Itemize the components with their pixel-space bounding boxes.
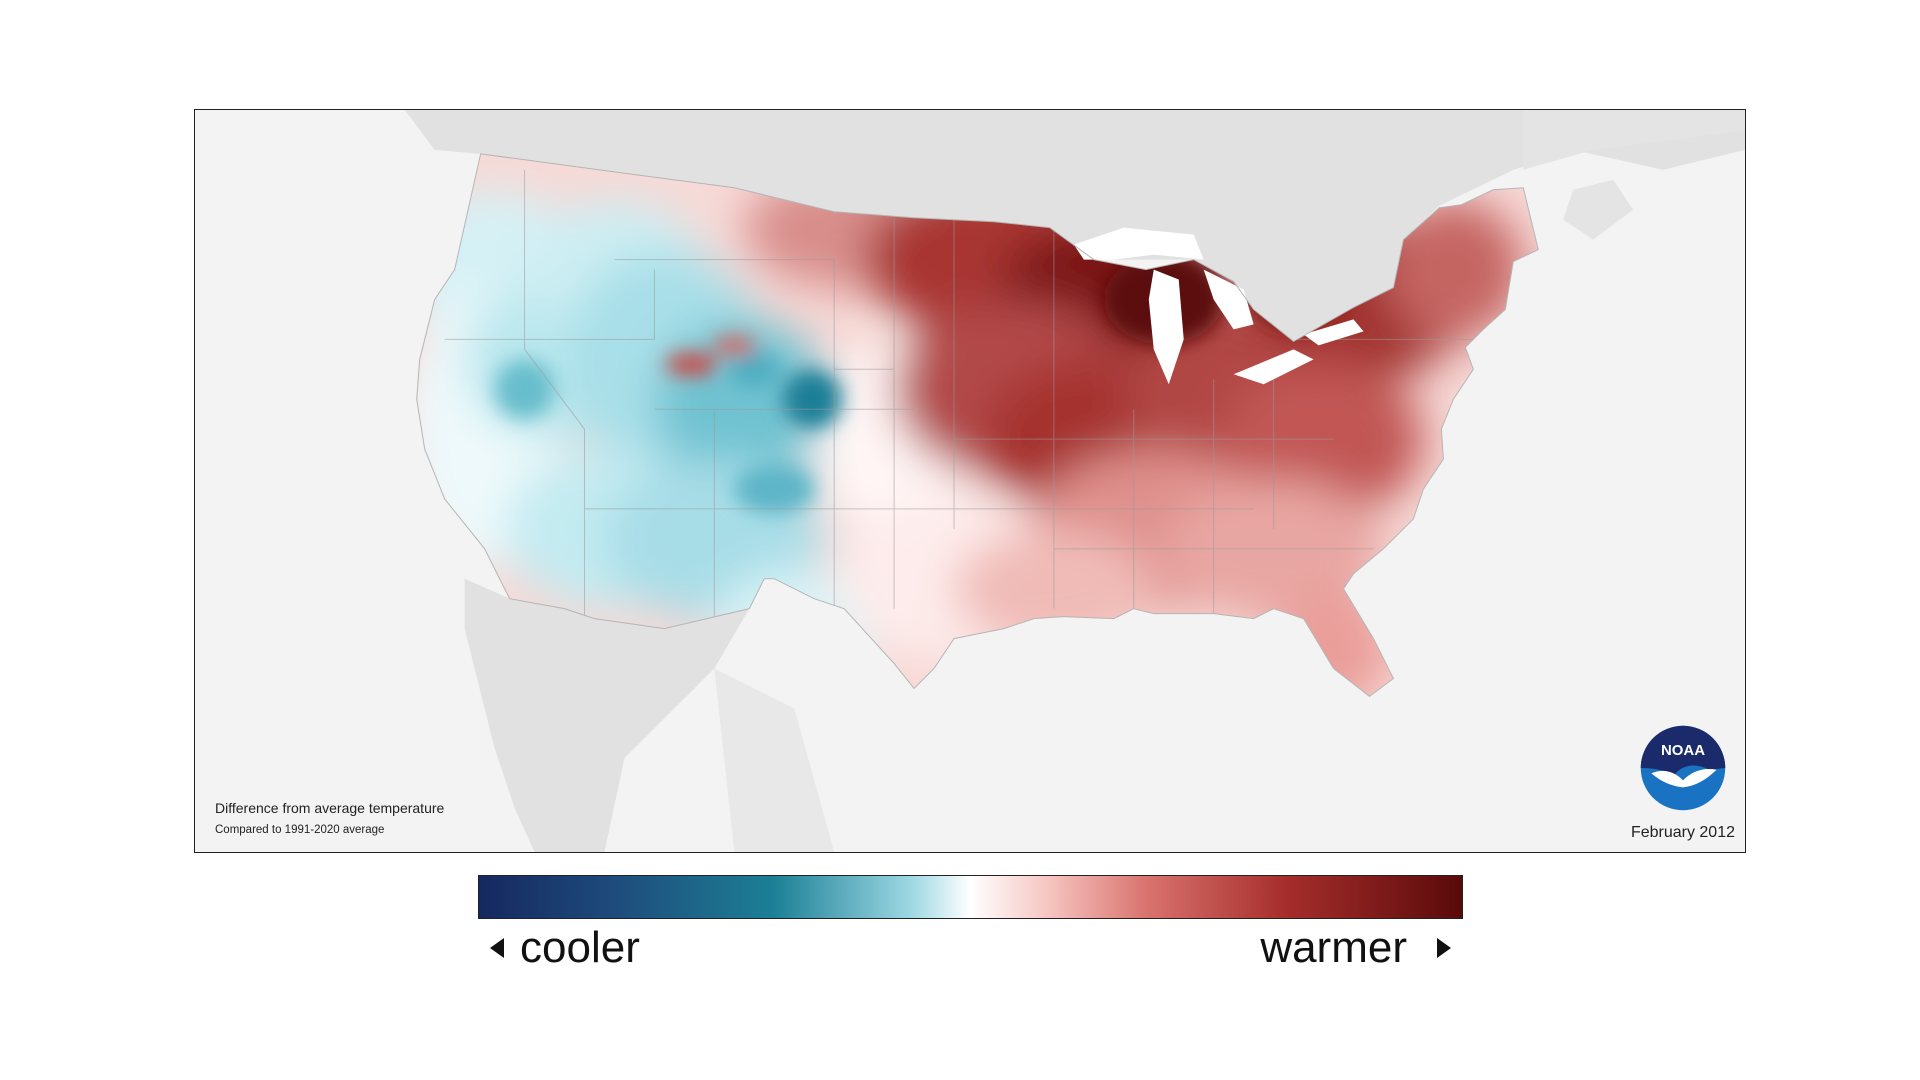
map-caption-subtitle: Compared to 1991-2020 average	[215, 824, 385, 836]
right-arrow-icon	[1437, 938, 1451, 958]
left-arrow-icon	[490, 938, 504, 958]
noaa-logo-text: NOAA	[1661, 742, 1705, 759]
legend-warmer-label: warmer	[1260, 923, 1407, 972]
noaa-logo: NOAA	[1640, 725, 1726, 811]
anomaly-field	[416, 153, 1539, 697]
temperature-anomaly-map: NOAA Difference from average temperature…	[194, 109, 1746, 853]
legend-cooler-label: cooler	[520, 923, 640, 972]
map-caption-title: Difference from average temperature	[215, 800, 445, 816]
neighbor-land	[404, 110, 1745, 852]
great-lakes	[1073, 227, 1364, 385]
color-scale-bar	[478, 875, 1463, 919]
state-boundaries	[444, 169, 1494, 639]
map-date-label: February 2012	[1630, 824, 1735, 841]
map-canvas	[404, 110, 1745, 852]
